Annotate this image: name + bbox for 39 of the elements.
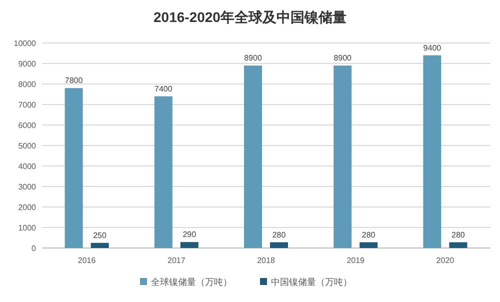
- bar: [64, 88, 83, 248]
- bar: [449, 242, 468, 248]
- y-tick-label: 3000: [18, 182, 37, 192]
- x-tick-label: 2019: [346, 256, 366, 265]
- legend-label: 中国镍储量（万吨）: [271, 277, 352, 287]
- data-label: 290: [182, 230, 197, 240]
- x-tick-label: 2016: [78, 256, 96, 265]
- y-tick-label: 4000: [18, 162, 37, 171]
- x-tick-label: 2018: [257, 256, 276, 265]
- legend-label: 全球镍储量（万吨）: [151, 277, 232, 287]
- data-label: 7400: [154, 84, 173, 94]
- bar: [270, 242, 288, 248]
- bar: [334, 66, 352, 248]
- bar: [154, 96, 172, 248]
- chart-title: 2016-2020年全球及中国镍储量: [154, 9, 346, 25]
- y-tick-label: 9000: [18, 60, 37, 68]
- y-tick-label: 0: [32, 244, 37, 253]
- bar: [423, 55, 442, 248]
- y-tick-label: 6000: [18, 121, 37, 130]
- data-label: 280: [362, 230, 376, 240]
- y-tick-label: 10000: [14, 39, 37, 48]
- y-tick-label: 2000: [18, 203, 37, 212]
- data-label: 9400: [423, 43, 442, 52]
- data-label: 280: [452, 230, 466, 240]
- x-tick-label: 2017: [168, 256, 186, 265]
- x-tick-label: 2020: [436, 256, 455, 265]
- y-tick-label: 1000: [18, 224, 37, 232]
- data-label: 7800: [64, 76, 84, 86]
- bar: [90, 242, 109, 248]
- bar: [360, 242, 378, 248]
- data-label: 280: [272, 230, 286, 240]
- data-label: 8900: [334, 54, 352, 63]
- y-tick-label: 5000: [18, 142, 37, 150]
- data-label: 8900: [244, 54, 262, 63]
- data-label: 250: [93, 230, 108, 240]
- bar: [244, 66, 262, 248]
- y-tick-label: 7000: [18, 100, 37, 110]
- y-tick-label: 8000: [18, 80, 37, 89]
- bar: [180, 242, 198, 248]
